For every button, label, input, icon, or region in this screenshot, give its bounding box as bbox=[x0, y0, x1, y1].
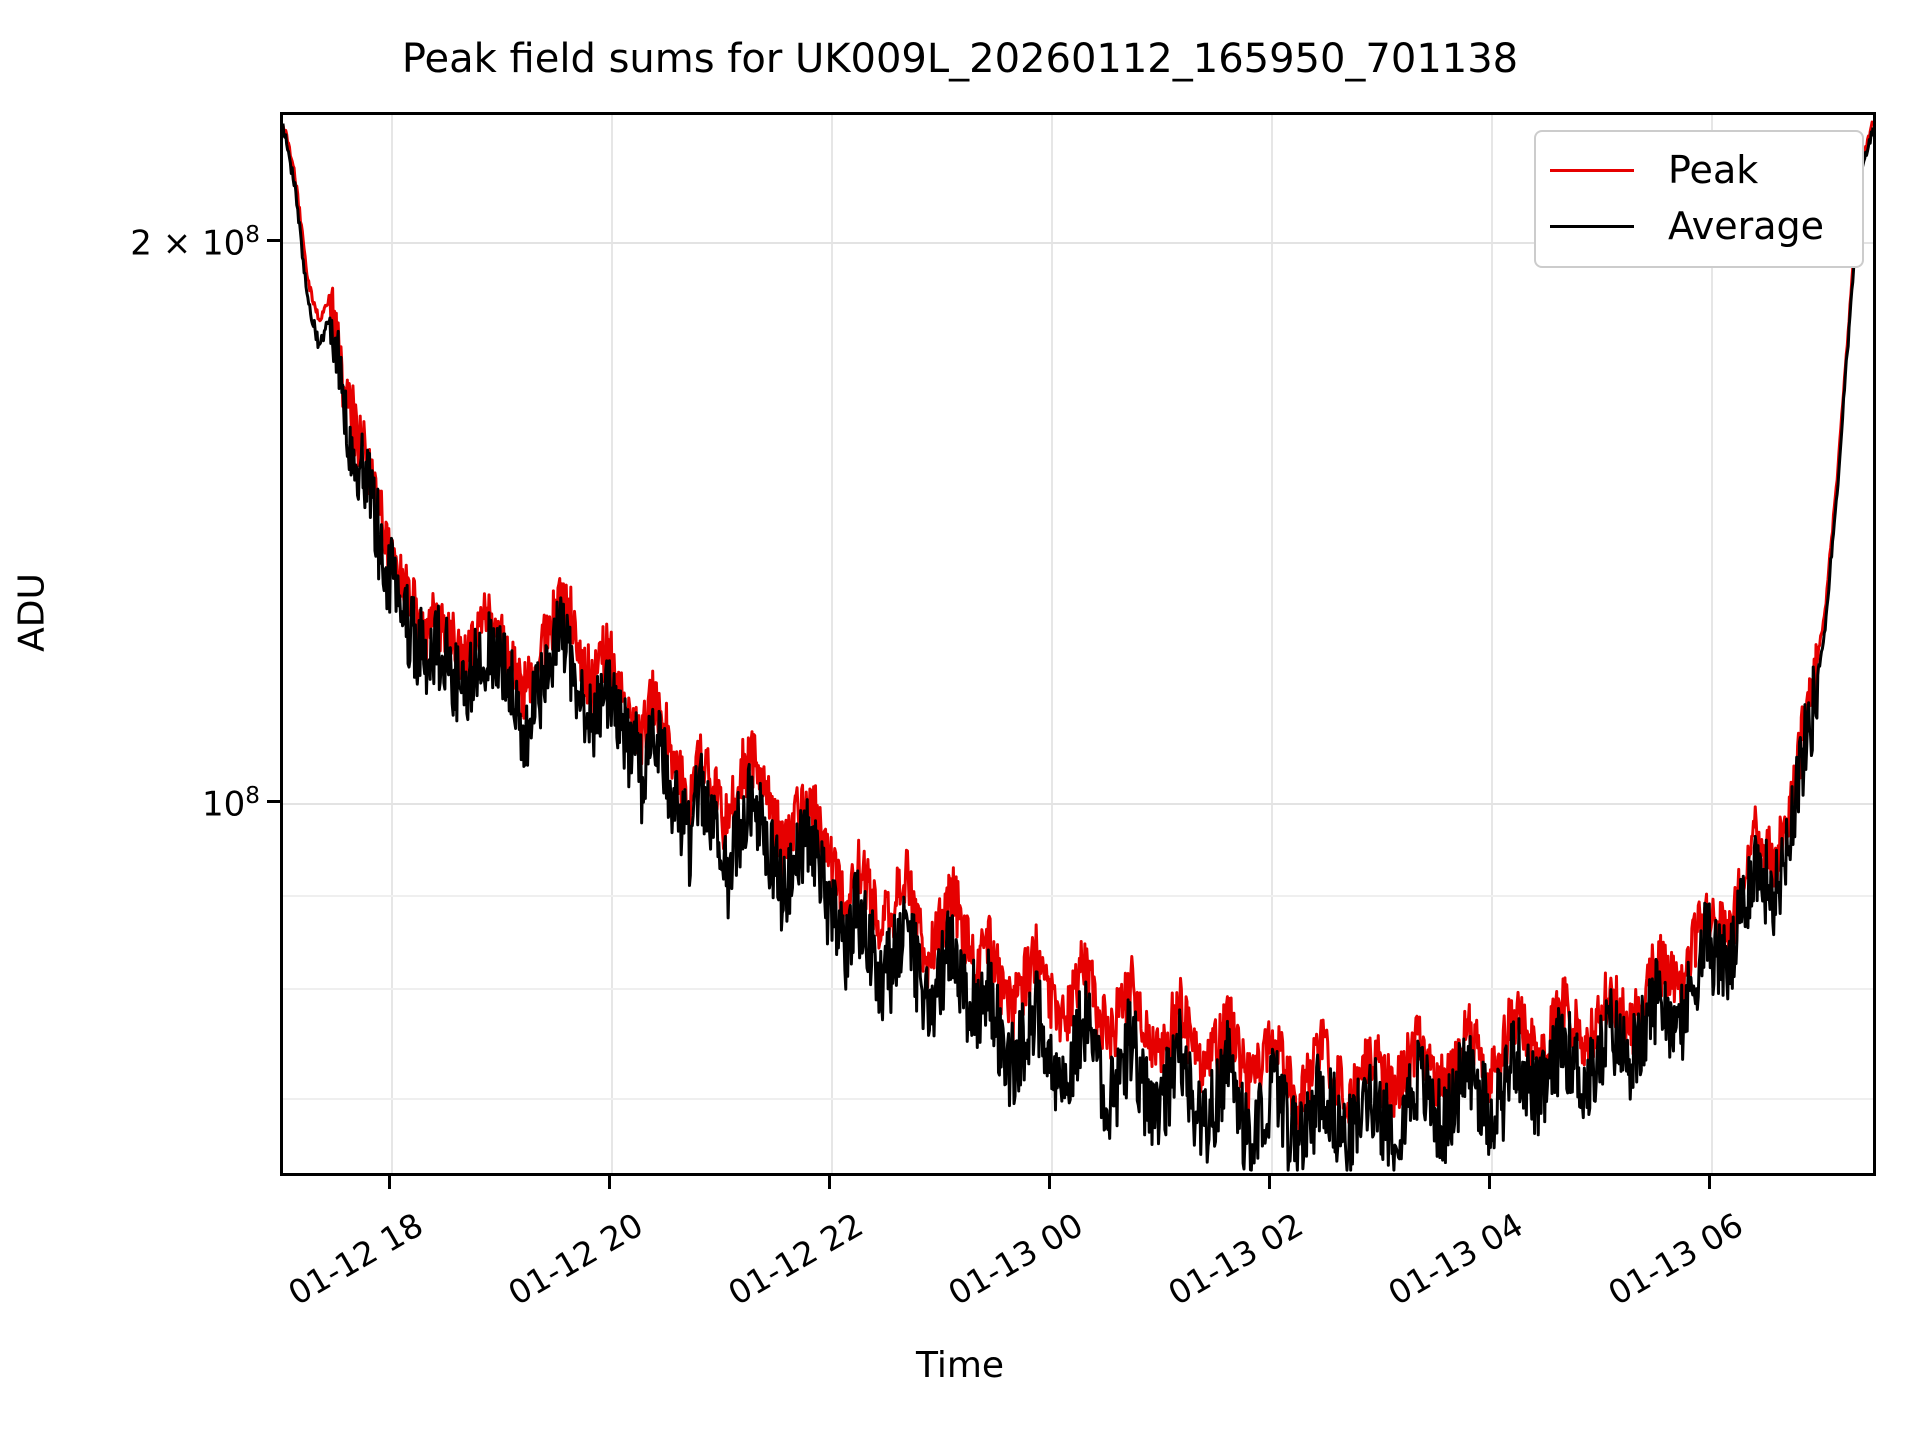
gridline-vertical bbox=[1051, 115, 1053, 1173]
x-tick-label: 01-13 06 bbox=[1601, 1205, 1750, 1313]
y-tick-label-2e8: 2 × 108 bbox=[130, 222, 260, 264]
y-axis-label: ADU bbox=[11, 573, 53, 652]
x-axis-label: Time bbox=[915, 1345, 1005, 1386]
legend-swatch-peak bbox=[1550, 168, 1634, 172]
gridline-horizontal-minor bbox=[283, 895, 1873, 897]
gridline-vertical bbox=[1271, 115, 1273, 1173]
x-tick-mark bbox=[828, 1176, 831, 1189]
x-tick-mark bbox=[1708, 1176, 1711, 1189]
gridline-horizontal-1e8 bbox=[283, 803, 1873, 805]
y-tick-label-1e8: 108 bbox=[202, 783, 260, 825]
chart-title: Peak field sums for UK009L_20260112_1659… bbox=[401, 36, 1519, 82]
legend-label-average: Average bbox=[1668, 204, 1825, 248]
x-tick-label: 01-12 18 bbox=[281, 1205, 430, 1313]
y-tick-mark-1e8 bbox=[267, 800, 280, 803]
x-tick-label: 01-13 04 bbox=[1381, 1205, 1530, 1313]
gridline-vertical bbox=[391, 115, 393, 1173]
gridline-vertical bbox=[1491, 115, 1493, 1173]
legend-label-peak: Peak bbox=[1668, 148, 1759, 192]
x-tick-mark bbox=[608, 1176, 611, 1189]
x-tick-mark bbox=[1048, 1176, 1051, 1189]
gridline-vertical bbox=[831, 115, 833, 1173]
x-tick-mark bbox=[388, 1176, 391, 1189]
series-line-average bbox=[283, 123, 1873, 1172]
x-tick-label: 01-12 22 bbox=[721, 1205, 870, 1313]
x-tick-label: 01-13 02 bbox=[1161, 1205, 1310, 1313]
y-tick-mark-2e8 bbox=[267, 239, 280, 242]
x-tick-mark bbox=[1268, 1176, 1271, 1189]
x-tick-mark bbox=[1488, 1176, 1491, 1189]
gridline-vertical bbox=[1711, 115, 1713, 1173]
x-tick-label: 01-13 00 bbox=[941, 1205, 1090, 1313]
legend-swatch-average bbox=[1550, 224, 1634, 228]
chart-legend: Peak Average bbox=[1534, 130, 1864, 268]
gridline-horizontal-minor bbox=[283, 1098, 1873, 1100]
legend-item-average[interactable]: Average bbox=[1550, 198, 1848, 254]
gridline-horizontal-2e8 bbox=[283, 242, 1873, 244]
series-plot bbox=[283, 120, 1873, 1172]
x-tick-label: 01-12 20 bbox=[501, 1205, 650, 1313]
series-line-peak bbox=[283, 120, 1873, 1132]
legend-item-peak[interactable]: Peak bbox=[1550, 142, 1848, 198]
plot-area bbox=[280, 112, 1876, 1176]
